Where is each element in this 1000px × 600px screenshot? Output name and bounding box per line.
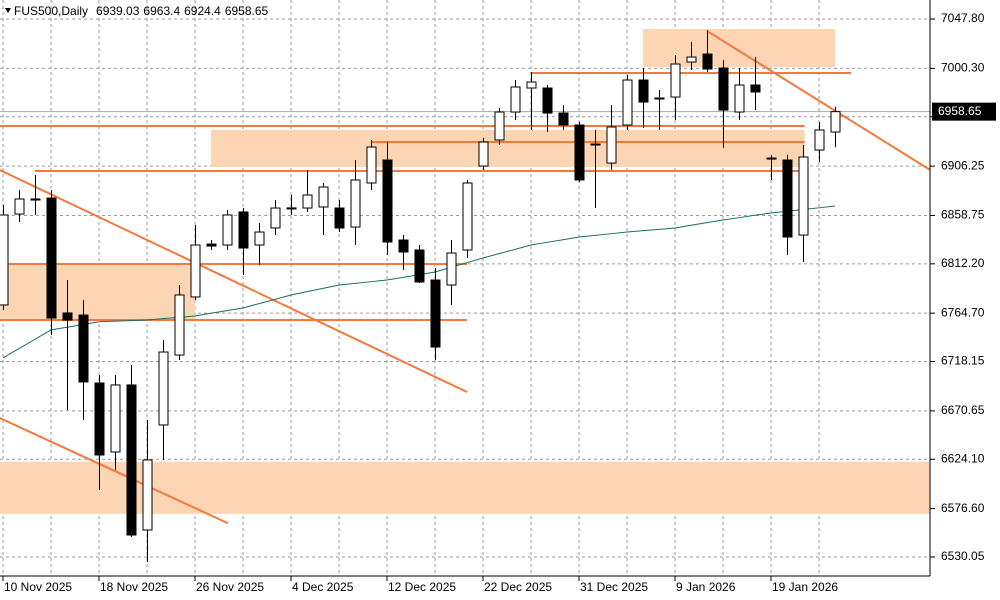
candle-body [94, 382, 105, 456]
candle-body [494, 111, 505, 141]
candle-body [750, 84, 761, 93]
zone [211, 129, 805, 167]
candle-body [318, 186, 329, 208]
y-tick-label: 6576.60 [941, 501, 985, 515]
candle-body [302, 194, 313, 209]
candle-body [526, 81, 537, 89]
drawn-line [706, 30, 930, 172]
y-tick-label: 6530.05 [941, 549, 985, 563]
low-value: 6924.4 [184, 4, 221, 18]
candle-body [638, 79, 649, 103]
candle-body [46, 197, 57, 319]
drawn-line [0, 417, 229, 525]
symbol: FUS500,Daily [14, 4, 88, 18]
chart-header: FUS500,Daily 6939.03 6963.4 6924.4 6958.65 [14, 4, 269, 18]
candle-body [782, 159, 793, 238]
candle-body [606, 126, 617, 164]
candle-body [478, 141, 489, 167]
zone [643, 29, 835, 68]
x-tick-label: 12 Dec 2025 [388, 580, 456, 594]
candle-body [686, 56, 697, 63]
candle-body [414, 249, 425, 283]
candle-body [382, 159, 393, 243]
candle-body [78, 314, 89, 383]
y-tick-label: 7047.80 [941, 11, 985, 25]
candle-body [702, 53, 713, 70]
x-tick-label: 31 Dec 2025 [580, 580, 648, 594]
candle-body [366, 146, 377, 184]
price-label: 6958.65 [938, 104, 982, 118]
drawn-line [0, 169, 468, 393]
candle-body [830, 111, 841, 133]
candle-body [574, 124, 585, 181]
candle-body [126, 384, 137, 536]
candle-body [142, 459, 153, 531]
candle-body [590, 143, 601, 146]
x-tick-label: 9 Jan 2026 [676, 580, 736, 594]
x-tick-label: 10 Nov 2025 [4, 580, 72, 594]
candle-body [398, 239, 409, 253]
y-tick-label: 6906.25 [941, 158, 985, 172]
y-tick-label: 6670.65 [941, 403, 985, 417]
candle-body [334, 207, 345, 229]
candle-body [510, 86, 521, 113]
y-tick-label: 7000.30 [941, 61, 985, 75]
x-tick-label: 4 Dec 2025 [292, 580, 354, 594]
y-tick-label: 6718.15 [941, 354, 985, 368]
candle-body [798, 156, 809, 236]
candle-body [430, 279, 441, 348]
y-tick-label: 6812.20 [941, 256, 985, 270]
candle-body [734, 84, 745, 113]
candle-body [286, 207, 297, 210]
drawn-lines [0, 30, 930, 525]
candle-body [206, 243, 217, 247]
zone [0, 264, 195, 321]
x-tick-label: 19 Jan 2026 [772, 580, 838, 594]
y-tick-label: 6764.70 [941, 305, 985, 319]
zone [0, 461, 930, 514]
candle-body [622, 79, 633, 126]
candle-body [558, 112, 569, 126]
candle-body [270, 207, 281, 229]
candle-body [718, 67, 729, 111]
candle-body [174, 294, 185, 356]
candle-body [222, 214, 233, 246]
candle-body [766, 157, 777, 160]
candles [0, 30, 930, 563]
candle-body [62, 312, 73, 321]
candle-body [0, 214, 9, 306]
candle-body [30, 198, 41, 201]
candle-body [254, 231, 265, 246]
open-value: 6939.03 [96, 4, 140, 18]
x-tick-label: 18 Nov 2025 [100, 580, 168, 594]
candle-body [670, 63, 681, 98]
y-tick-label: 6624.10 [941, 451, 985, 465]
x-tick-label: 22 Dec 2025 [484, 580, 552, 594]
price-label-box [932, 102, 996, 121]
candle-body [190, 244, 201, 298]
candle-body [814, 129, 825, 151]
candle-body [158, 351, 169, 426]
header-icon [5, 8, 11, 13]
x-tick-label: 26 Nov 2025 [196, 580, 264, 594]
candle-body [350, 179, 361, 228]
candle-body [110, 384, 121, 453]
candle-body [446, 252, 457, 286]
close-value: 6958.65 [225, 4, 269, 18]
candle-body [654, 97, 665, 100]
high-value: 6963.4 [143, 4, 180, 18]
axes [0, 0, 931, 577]
zones [0, 29, 930, 514]
candle-body [14, 198, 25, 215]
candle-body [238, 211, 249, 249]
y-tick-label: 6858.75 [941, 208, 985, 222]
candle-body [462, 182, 473, 251]
candle-body [542, 87, 553, 114]
